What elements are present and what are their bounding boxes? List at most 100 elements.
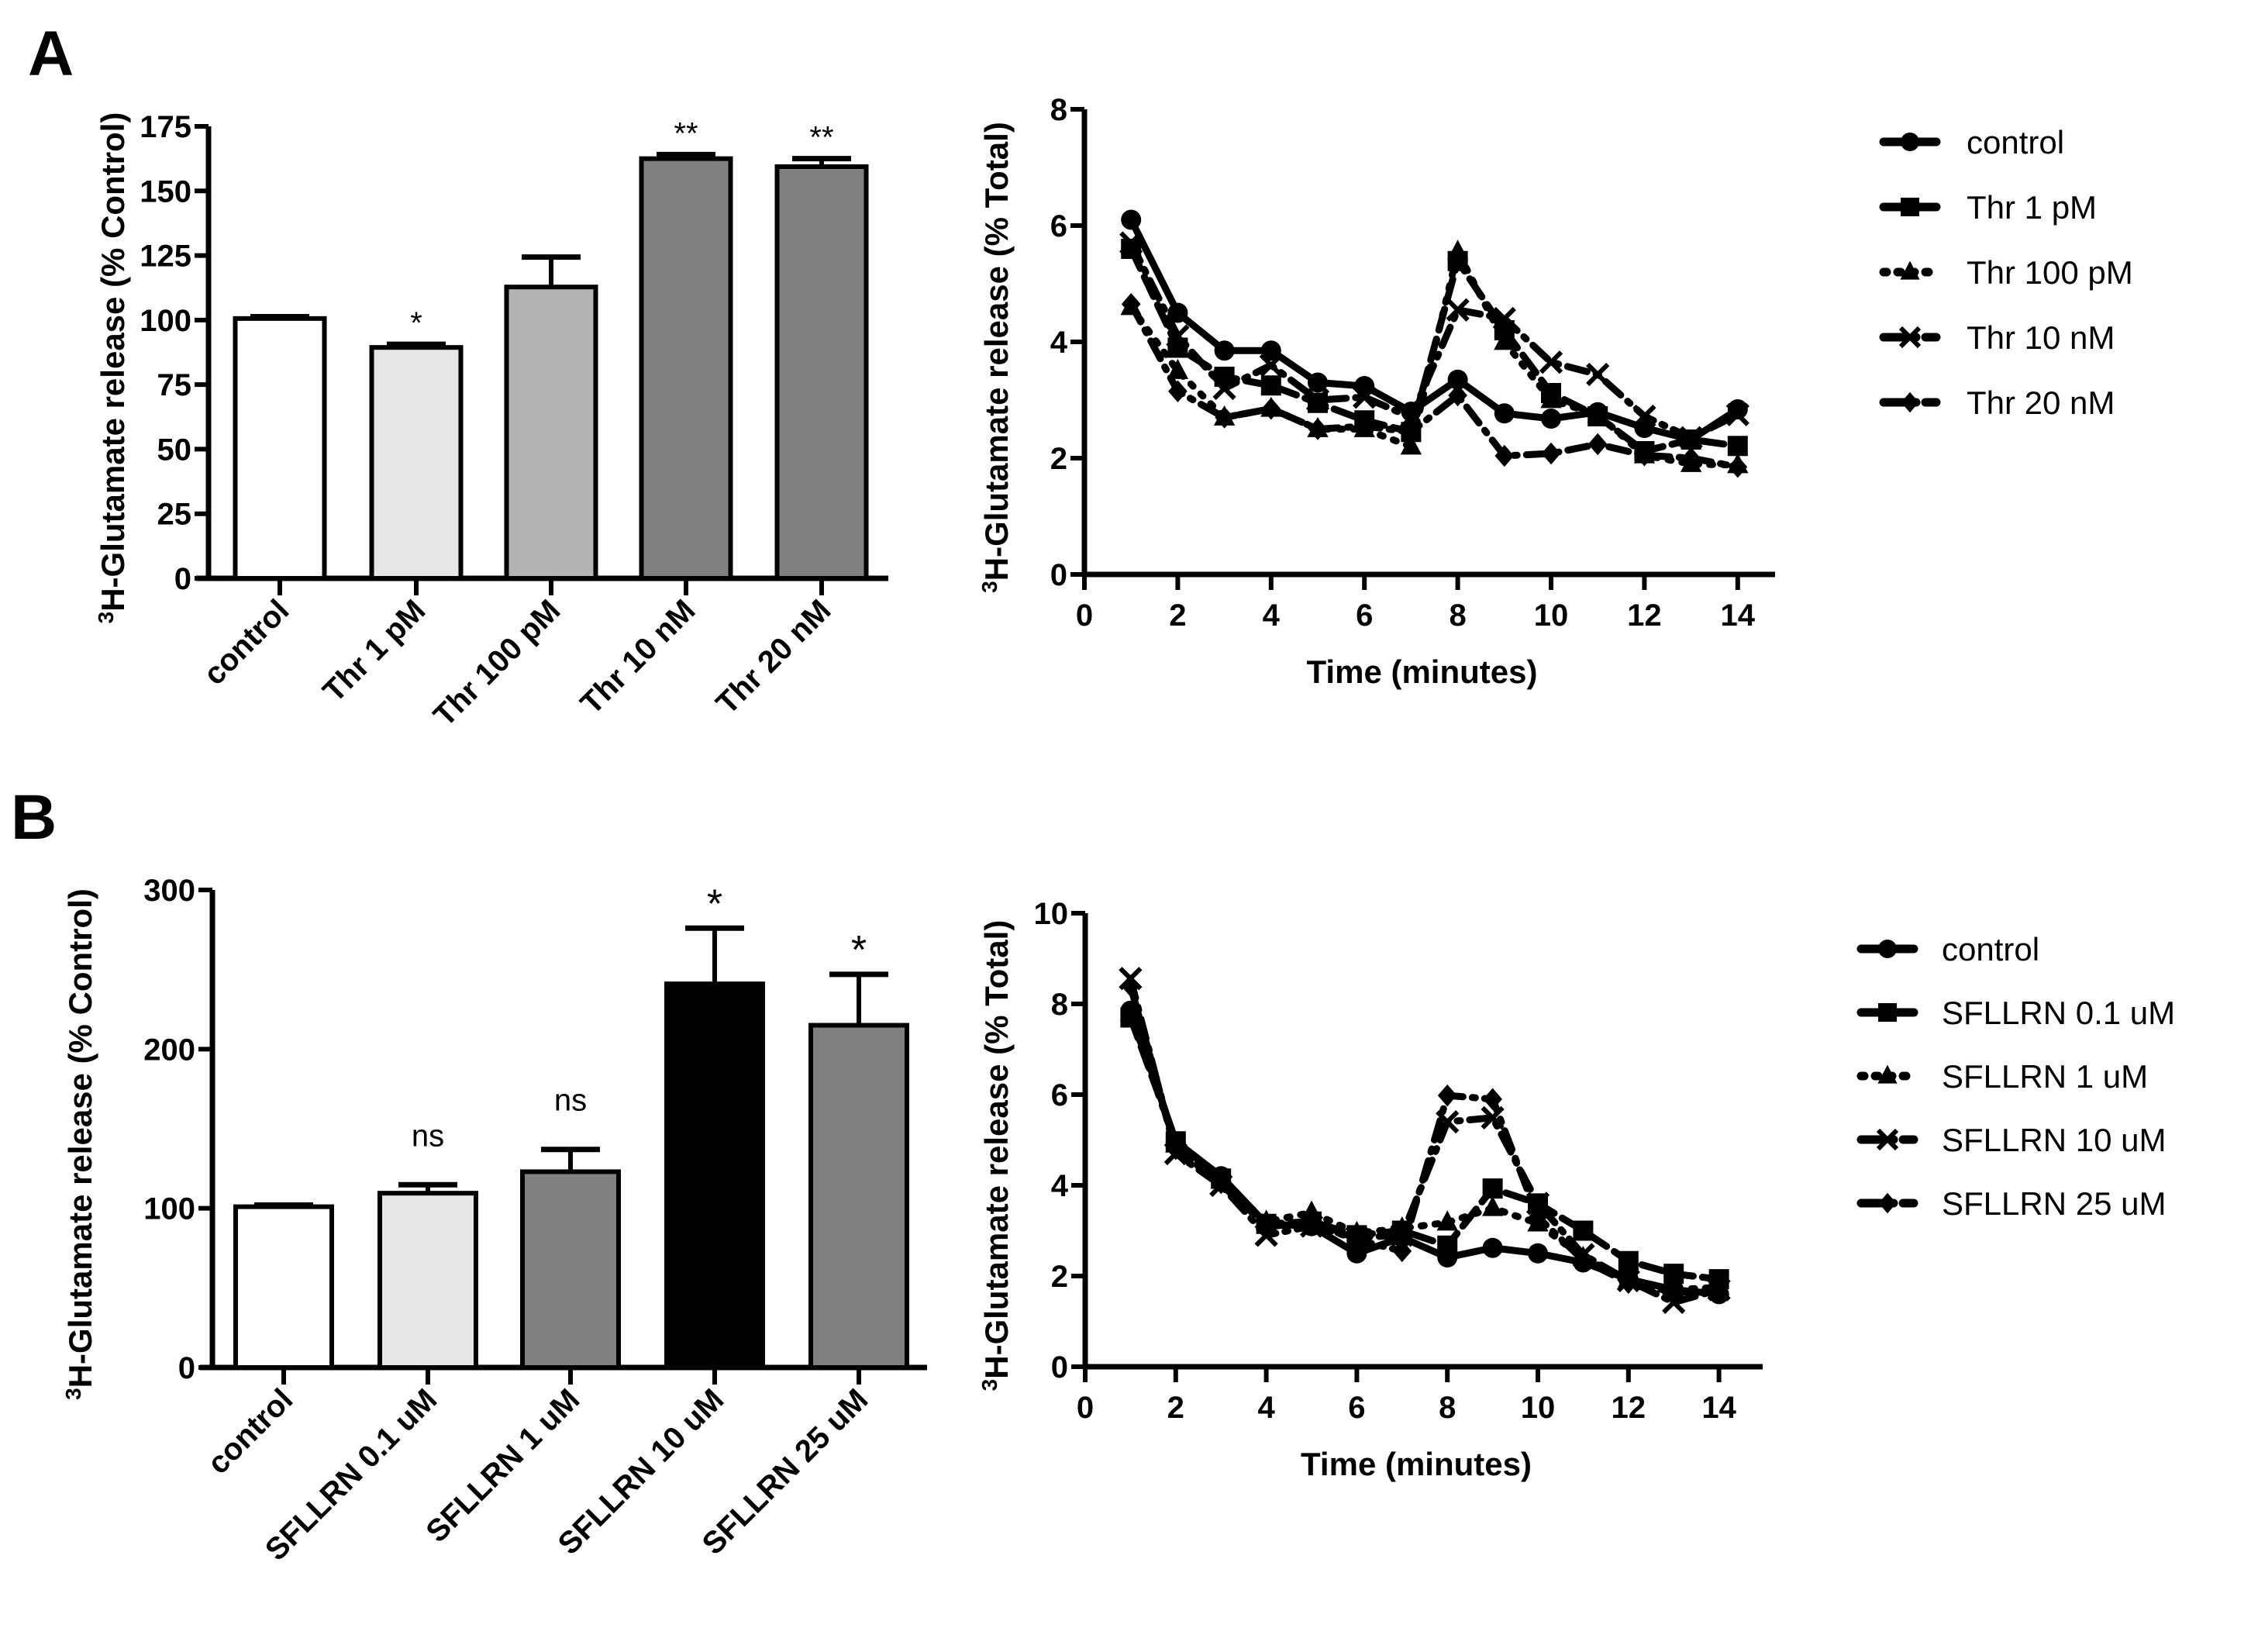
data-point — [1346, 1243, 1367, 1264]
series-line — [1127, 216, 1742, 443]
data-point — [1635, 443, 1654, 467]
data-point — [1261, 397, 1281, 420]
data-point — [1663, 1264, 1684, 1285]
y-tick-label: 100 — [143, 1192, 195, 1226]
line-chart-b: 0 2 4 6 8 10 3H-Glutamate release (% Total) 0 2 4… — [977, 897, 2175, 1482]
x-tick-label: 4 — [1263, 598, 1281, 633]
data-point — [1587, 402, 1608, 423]
data-point — [1437, 1084, 1457, 1107]
data-point — [1260, 375, 1281, 396]
y-tick-label: 200 — [143, 1033, 195, 1067]
x-tick-label: 12 — [1612, 1391, 1646, 1425]
y-tick-label: 175 — [140, 110, 191, 144]
legend-entry: Thr 20 nM — [1879, 385, 2115, 421]
data-point — [1212, 376, 1236, 401]
y-axis-title-superscript: 3 — [94, 612, 118, 624]
data-point — [1437, 1235, 1458, 1256]
y-tick-label: 0 — [178, 1351, 195, 1385]
data-point — [1301, 1212, 1322, 1236]
legend-diamond-icon — [1878, 1192, 1897, 1214]
x-tick-label: 2 — [1167, 1391, 1184, 1425]
bar — [639, 156, 733, 581]
data-point — [1121, 209, 1142, 230]
data-point — [1400, 434, 1422, 455]
data-point — [1492, 306, 1516, 331]
bar — [664, 981, 765, 1370]
x-tick-label: 2 — [1169, 598, 1186, 633]
x-tick-label: 0 — [1077, 1391, 1094, 1425]
bar — [504, 285, 598, 581]
y-tick-label: 0 — [1050, 558, 1067, 592]
legend-x-icon — [1898, 326, 1922, 349]
data-point — [1168, 380, 1188, 403]
series-line — [1126, 982, 1723, 1295]
bar — [369, 345, 464, 581]
legend-label: SFLLRN 25 uM — [1942, 1185, 2166, 1222]
y-axis-title-text: H-Glutamate release (% Total) — [978, 920, 1015, 1379]
bar — [520, 1169, 621, 1370]
data-point — [1308, 418, 1328, 440]
data-point — [1392, 1240, 1412, 1263]
y-axis-title: 3H-Glutamate release (% Total) — [977, 122, 1015, 593]
legend-label: control — [1942, 931, 2039, 967]
data-point — [1618, 1250, 1639, 1271]
data-point — [1679, 426, 1703, 450]
y-tick-label: 4 — [1050, 326, 1068, 360]
legend-entry: SFLLRN 1 uM — [1856, 1058, 2148, 1095]
data-point — [1347, 1228, 1367, 1251]
x-tick-label: Thr 1 pM — [316, 593, 432, 709]
data-point — [1573, 1220, 1594, 1241]
data-point — [1354, 415, 1374, 438]
legend-entry: SFLLRN 10 uM — [1856, 1122, 2166, 1158]
legend-triangle-icon — [1877, 1064, 1898, 1084]
legend-entry: Thr 1 pM — [1879, 189, 2097, 226]
legend-entry: SFLLRN 0.1 uM — [1856, 995, 2175, 1031]
data-point — [1539, 350, 1563, 374]
bar-chart-b: 0 100 200 300 3H-Glutamate release (% Contro… — [61, 874, 927, 1568]
data-point — [1541, 409, 1561, 429]
legend-entry: control — [1856, 931, 2039, 967]
x-tick-label: SFLLRN 1 uM — [419, 1382, 586, 1549]
y-axis-title-superscript: 3 — [977, 1379, 1001, 1392]
data-point — [1167, 302, 1188, 323]
significance-annotation: ns — [554, 1084, 587, 1118]
y-axis-title-text: H-Glutamate release (% Total) — [978, 122, 1015, 581]
legend-square-icon — [1901, 198, 1919, 216]
bar — [233, 316, 327, 581]
x-tick-label: 14 — [1701, 1391, 1736, 1425]
significance-annotation: * — [707, 881, 722, 926]
x-tick-label: Thr 20 nM — [710, 593, 838, 721]
data-point — [1540, 388, 1562, 409]
panel-label-a: A — [28, 19, 74, 89]
x-tick-label: 6 — [1356, 598, 1373, 633]
bar-chart-a: 0 25 50 75 100 125 150 175 3H-Glutamate release … — [94, 110, 888, 733]
y-tick-label: 4 — [1051, 1169, 1069, 1203]
x-tick-label: 4 — [1257, 1391, 1275, 1425]
series-x — [1119, 231, 1750, 450]
x-tick-label: 8 — [1439, 1391, 1456, 1425]
y-tick-label: 75 — [157, 368, 192, 402]
line-chart-a: 0 2 4 6 8 3H-Glutamate release (% Total) 0 2 4 6 8… — [977, 93, 2133, 690]
x-tick-label: 10 — [1521, 1391, 1556, 1425]
data-point — [1447, 369, 1468, 390]
y-tick-label: 2 — [1050, 442, 1067, 476]
data-point — [1301, 1200, 1322, 1221]
legend-entry: Thr 10 nM — [1879, 319, 2115, 356]
panel-label-b: B — [11, 782, 57, 853]
data-point — [1308, 372, 1328, 393]
legend-circle-icon — [1901, 133, 1919, 151]
y-tick-label: 6 — [1051, 1078, 1068, 1112]
bar — [774, 164, 869, 581]
data-point — [1121, 974, 1140, 997]
y-tick-label: 0 — [174, 562, 191, 596]
data-point — [1482, 1178, 1503, 1199]
data-point — [1483, 1088, 1502, 1111]
data-point — [1259, 353, 1283, 378]
legend-label: control — [1967, 124, 2064, 160]
y-tick-label: 300 — [143, 874, 195, 908]
y-tick-label: 150 — [140, 174, 191, 209]
legend-entry: Thr 100 pM — [1879, 254, 2133, 291]
data-point — [1728, 455, 1748, 478]
x-tick-label: control — [197, 593, 295, 691]
